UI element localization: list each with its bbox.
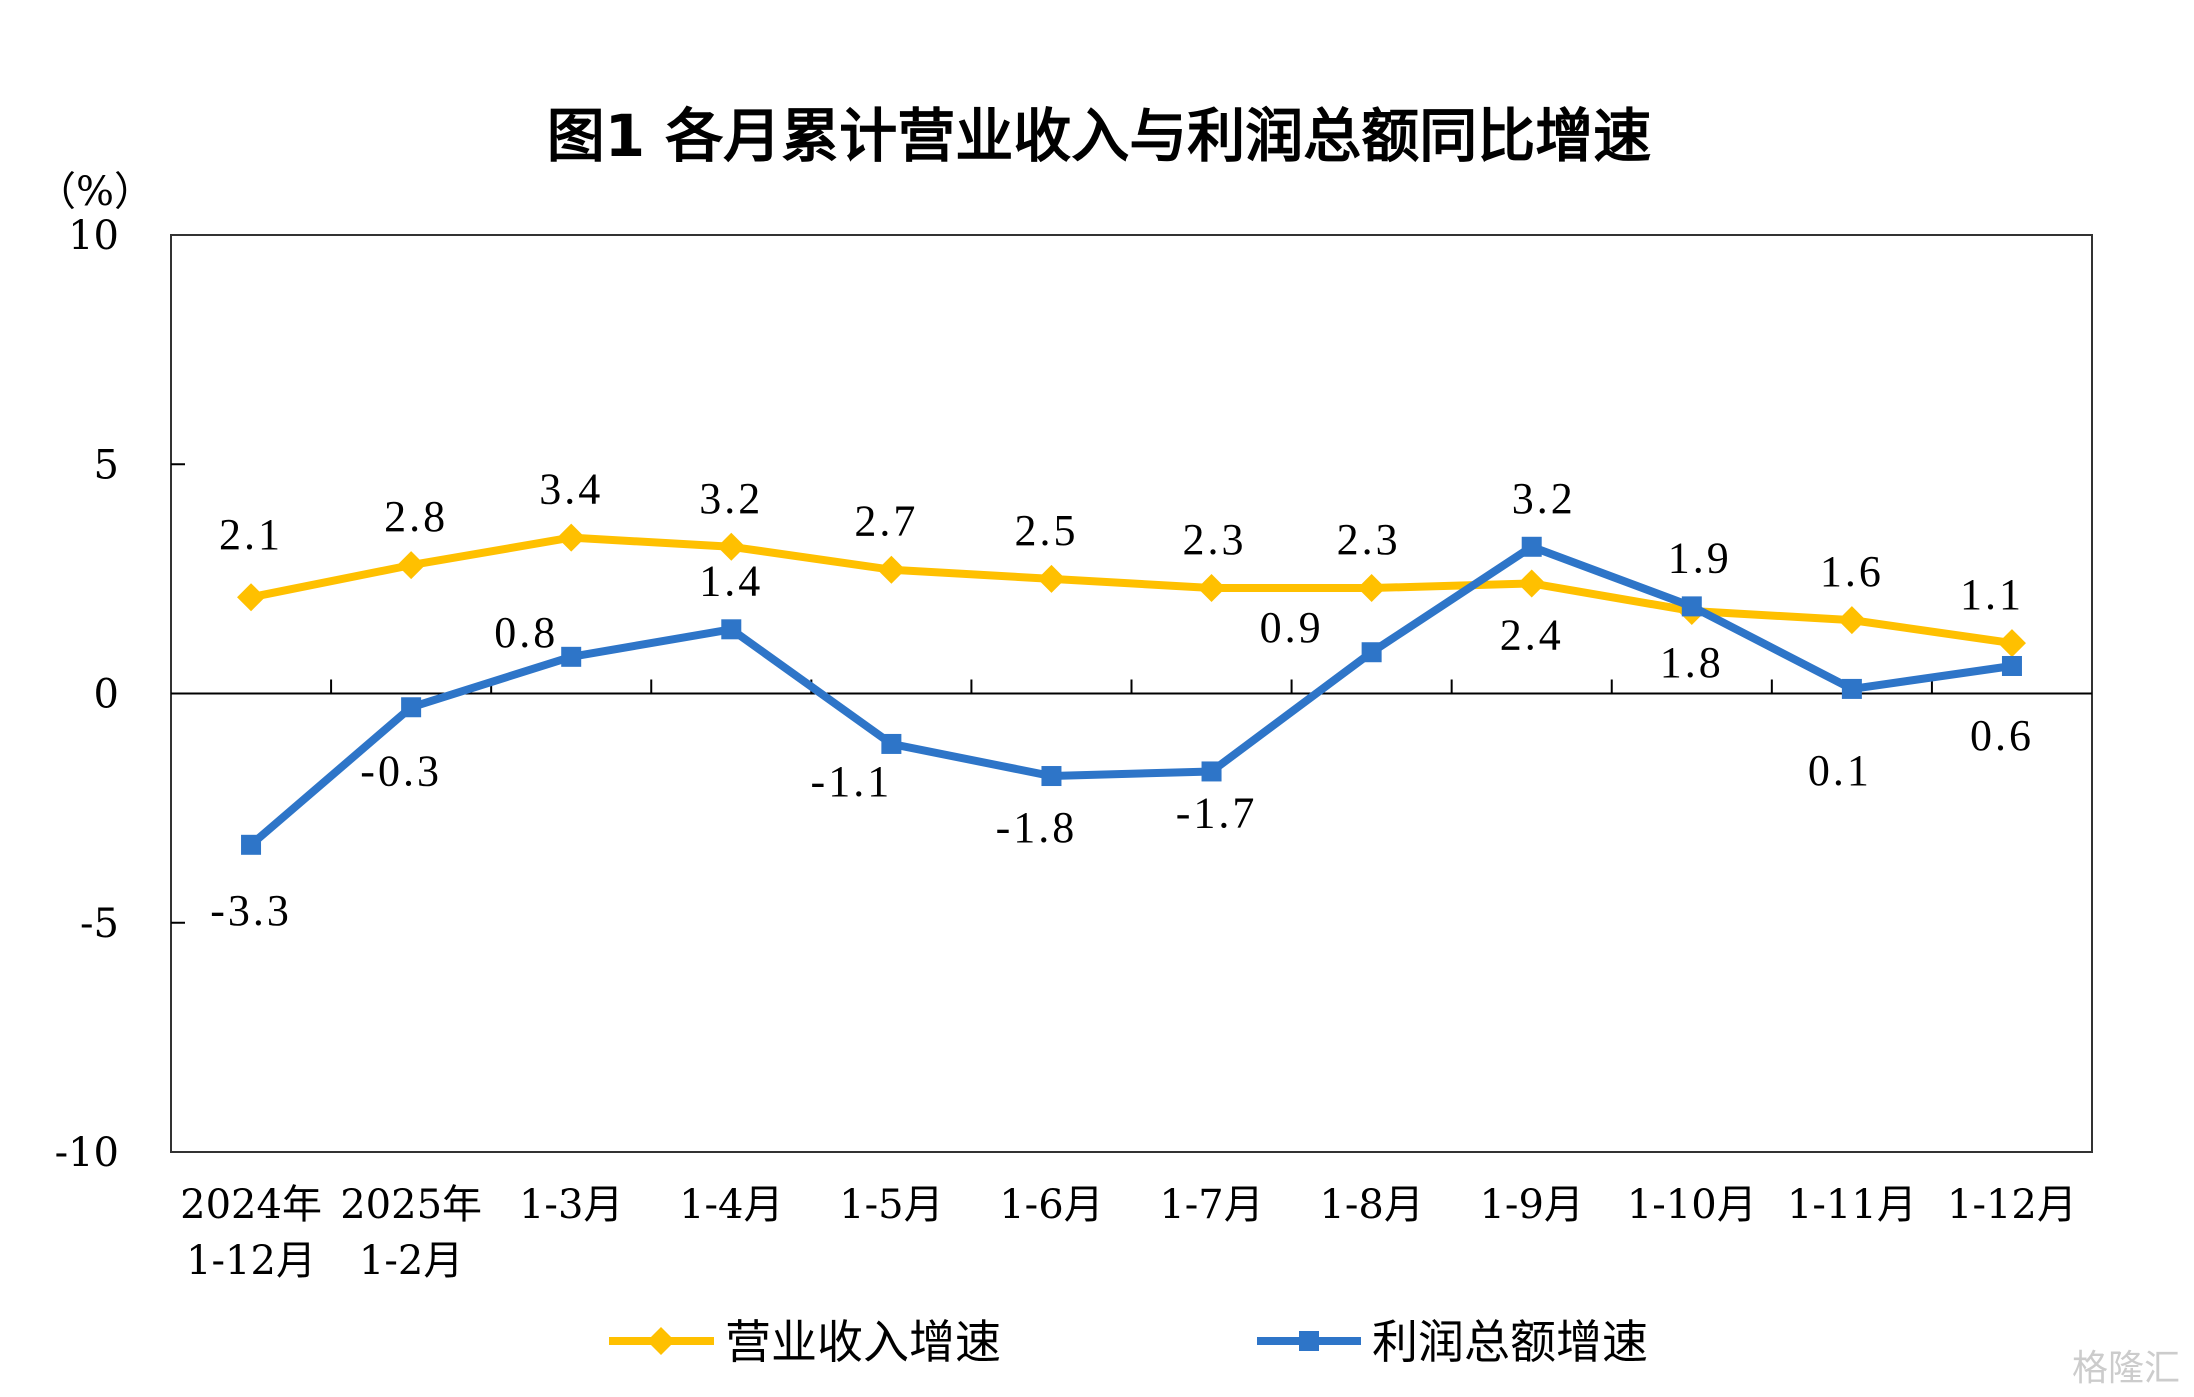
revenue-point	[1197, 574, 1226, 603]
y-tick-label: -10	[55, 1130, 119, 1176]
profit-point	[881, 733, 902, 754]
x-tick-label: 1-4月	[679, 1182, 783, 1228]
x-tick-label: 1-9月	[1479, 1182, 1583, 1228]
y-tick-label: 5	[94, 442, 119, 488]
data-label: -3.3	[210, 886, 292, 935]
x-tick-label: 1-12月	[1947, 1182, 2077, 1228]
data-label: 2.8	[384, 492, 448, 541]
revenue-point	[877, 555, 906, 584]
data-label: 1.8	[1660, 638, 1724, 687]
y-tick-label: -5	[80, 901, 119, 947]
profit-point	[721, 619, 742, 640]
x-tick-label: 2024年	[180, 1182, 322, 1228]
data-label: 0.1	[1808, 746, 1872, 795]
data-label: 1.4	[699, 556, 763, 605]
revenue-point	[557, 523, 586, 552]
revenue-point	[1997, 629, 2026, 658]
x-tick-label: 1-5月	[839, 1182, 943, 1228]
data-label: -1.1	[811, 757, 893, 806]
y-tick-label: 0	[94, 672, 119, 718]
y-axis-unit: （%）	[36, 169, 154, 215]
data-label: 2.7	[854, 497, 918, 546]
chart-title: 图1 各月累计营业收入与利润总额同比增速	[547, 102, 1652, 170]
data-label: -0.3	[360, 746, 442, 795]
legend-label-revenue: 营业收入增速	[725, 1315, 1001, 1369]
data-label: 2.3	[1183, 515, 1247, 564]
data-label: 3.2	[699, 474, 763, 523]
data-label: 0.8	[494, 608, 558, 657]
revenue-point	[1357, 574, 1386, 603]
data-label: 2.4	[1500, 610, 1564, 659]
series-line-revenue	[250, 533, 2013, 648]
data-label: 2.5	[1014, 506, 1078, 555]
profit-point	[561, 646, 582, 667]
y-tick-label: 10	[68, 213, 119, 259]
profit-point	[1361, 642, 1382, 663]
data-label: 0.9	[1260, 603, 1324, 652]
data-label: 3.2	[1512, 474, 1576, 523]
profit-point	[2001, 655, 2022, 676]
x-tick-label: 1-10月	[1627, 1182, 1757, 1228]
data-label: 0.6	[1970, 711, 2034, 760]
x-tick-label: 1-3月	[519, 1182, 623, 1228]
data-label: 3.4	[539, 465, 603, 514]
watermark: 格隆汇	[2072, 1348, 2180, 1389]
legend: 营业收入增速 利润总额增速	[609, 1315, 1648, 1369]
data-label: 1.9	[1668, 533, 1732, 582]
data-label: -1.7	[1176, 788, 1258, 837]
legend-label-profit: 利润总额增速	[1372, 1315, 1648, 1369]
profit-point	[1041, 766, 1062, 787]
profit-point	[1521, 536, 1542, 557]
x-tick-label: 1-6月	[999, 1182, 1103, 1228]
x-tick-label: 2025年	[340, 1182, 482, 1228]
profit-point	[1681, 596, 1702, 617]
revenue-point	[237, 583, 266, 612]
profit-point	[1201, 761, 1222, 782]
revenue-point	[397, 551, 426, 580]
revenue-point	[1517, 569, 1546, 598]
data-label: 2.3	[1337, 515, 1401, 564]
data-label: 2.1	[219, 510, 283, 559]
legend-square-icon	[1299, 1331, 1319, 1351]
data-label: -1.8	[996, 803, 1078, 852]
data-label: 1.6	[1820, 547, 1884, 596]
data-label: 1.1	[1960, 570, 2024, 619]
series-line-profit	[248, 542, 2013, 848]
revenue-point	[1037, 564, 1066, 593]
x-tick-label: 1-2月	[359, 1238, 463, 1284]
profit-point	[241, 834, 262, 855]
legend-diamond-icon	[647, 1327, 675, 1355]
revenue-point	[717, 532, 746, 561]
revenue-point	[1837, 606, 1866, 635]
x-tick-label: 1-11月	[1787, 1182, 1917, 1228]
x-tick-label: 1-7月	[1159, 1182, 1263, 1228]
profit-point	[401, 697, 422, 718]
x-tick-label: 1-12月	[186, 1238, 316, 1284]
profit-point	[1841, 678, 1862, 699]
x-tick-label: 1-8月	[1319, 1182, 1423, 1228]
